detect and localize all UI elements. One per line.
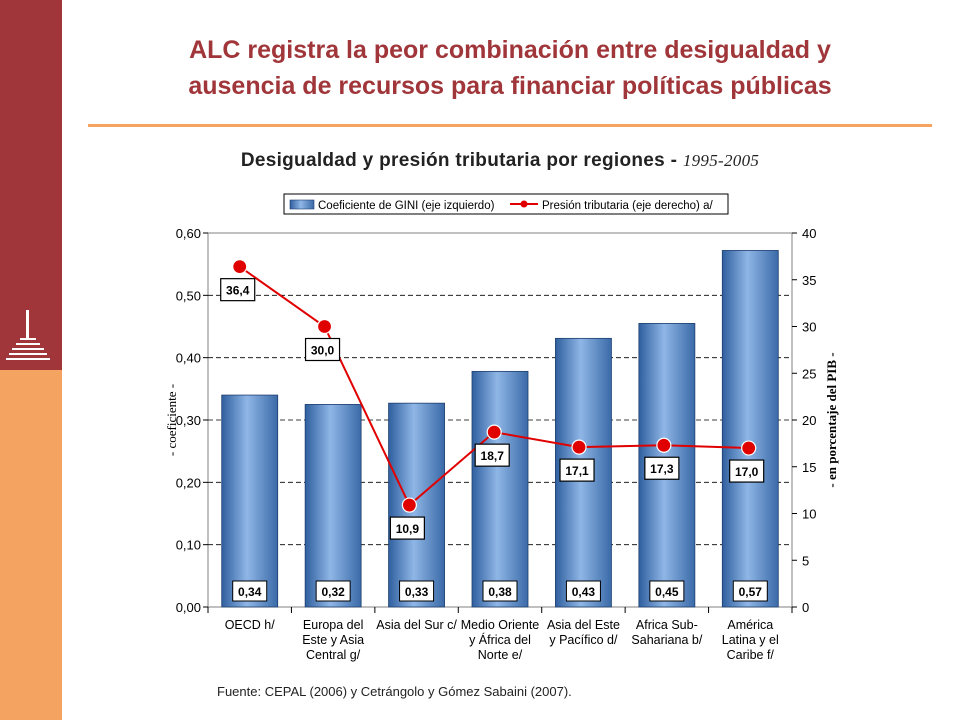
gini-label-box bbox=[482, 580, 518, 602]
gini-label-box bbox=[565, 580, 601, 602]
right-tick-label: 20 bbox=[802, 413, 816, 428]
left-tick-label: 0,40 bbox=[176, 351, 201, 366]
chart-axes: 0,00 0,10 0,20 0,30 0,40 0,50 0,60 0 5 10 15 20 25 30… bbox=[164, 226, 839, 662]
tax-label-box bbox=[559, 458, 595, 482]
right-tick-label: 10 bbox=[802, 507, 816, 522]
right-tick-label: 5 bbox=[802, 553, 809, 568]
sidebar-bottom-band bbox=[0, 370, 62, 720]
tax-label-box bbox=[304, 337, 341, 362]
right-tick-label: 25 bbox=[802, 366, 816, 381]
chart-legend: Coeficiente de GINI (eje izquierdo) Presi… bbox=[283, 193, 729, 215]
slide-title-line-1: ALC registra la peor combinación entre d… bbox=[189, 36, 831, 64]
tax-value-label: 17,0 bbox=[735, 465, 759, 479]
legend-bar-label: Coeficiente de GINI (eje izquierdo) bbox=[318, 200, 495, 212]
left-tick-label: 0,50 bbox=[176, 288, 201, 303]
tax-point bbox=[232, 259, 248, 275]
tax-label-box bbox=[644, 456, 680, 480]
gini-value-label: 0,32 bbox=[321, 585, 345, 599]
tax-value-label: 17,3 bbox=[650, 462, 674, 476]
gini-bar bbox=[221, 394, 279, 608]
gini-value-label: 0,34 bbox=[238, 585, 262, 599]
gini-value-label: 0,45 bbox=[655, 585, 679, 599]
slide-title-line-2: ausencia de recursos para financiar polí… bbox=[188, 72, 832, 100]
chart-title-years: 1995-2005 bbox=[682, 151, 760, 170]
gini-label-box bbox=[399, 580, 435, 602]
category-label: Asia del Sur c/ bbox=[376, 618, 457, 632]
tax-label-box bbox=[220, 278, 256, 302]
chart-title: Desigualdad y presión tributaria por reg… bbox=[90, 150, 910, 172]
category-label: OECD h/ bbox=[225, 618, 276, 632]
category-label: Asia del Este y Pacífico d/ bbox=[547, 618, 620, 647]
left-tick-label: 0,60 bbox=[176, 226, 201, 241]
left-axis-title: - coeficiente - bbox=[164, 384, 179, 456]
tax-label-box bbox=[729, 459, 765, 483]
tax-point bbox=[486, 424, 502, 440]
category-label: Africa Sub-Sahariana b/ bbox=[631, 618, 702, 647]
left-tick-label: 0,10 bbox=[176, 538, 201, 553]
gini-value-label: 0,33 bbox=[405, 585, 429, 599]
gini-bar bbox=[721, 250, 779, 608]
gini-bar bbox=[304, 404, 362, 608]
category-label: Medio Oriente y África del Norte e/ bbox=[461, 618, 540, 662]
right-axis-title: - en porcentaje del PIB - bbox=[824, 352, 839, 487]
gini-value-label: 0,43 bbox=[572, 585, 596, 599]
tax-value-label: 17,1 bbox=[565, 464, 589, 478]
tax-value-label: 30,0 bbox=[311, 344, 335, 358]
right-tick-label: 35 bbox=[802, 273, 816, 288]
right-tick-label: 0 bbox=[802, 600, 809, 615]
right-tick-label: 30 bbox=[802, 320, 816, 335]
tax-value-label: 10,9 bbox=[396, 522, 420, 536]
slide-title: ALC registra la peor combinación entre d… bbox=[90, 32, 930, 104]
category-label: Europa del Este y Asia Central g/ bbox=[302, 618, 364, 662]
tax-point bbox=[401, 497, 417, 513]
right-tick-label: 15 bbox=[802, 460, 816, 475]
gini-label-box bbox=[732, 580, 768, 602]
legend-box bbox=[283, 193, 729, 215]
tax-point bbox=[656, 437, 672, 453]
data-labels: 0,34 0,32 0,33 0,38 0,43 0,45 0,57 36,4 30,0 10,9… bbox=[220, 278, 768, 602]
chart-title-text: Desigualdad y presión tributaria por reg… bbox=[240, 150, 678, 171]
category-label: América Latina y el Caribe f/ bbox=[722, 618, 779, 662]
tax-label-box bbox=[474, 443, 510, 467]
left-tick-label: 0,00 bbox=[176, 600, 201, 615]
tax-point bbox=[316, 318, 333, 335]
legend-line-marker bbox=[520, 200, 528, 208]
column-logo-icon bbox=[6, 310, 50, 360]
left-tick-label: 0,30 bbox=[176, 413, 201, 428]
tax-point bbox=[571, 439, 587, 455]
gini-label-box bbox=[315, 580, 351, 602]
line-series bbox=[232, 259, 757, 513]
sidebar-top-band bbox=[0, 0, 62, 370]
gini-label-box bbox=[649, 580, 685, 602]
tax-point bbox=[741, 440, 757, 456]
source-note: Fuente: CEPAL (2006) y Cetrángolo y Góme… bbox=[217, 684, 572, 699]
legend-line-label: Presión tributaria (eje derecho) a/ bbox=[542, 200, 713, 212]
tax-value-label: 36,4 bbox=[226, 284, 250, 298]
tax-value-label: 18,7 bbox=[481, 449, 505, 463]
gini-label-box bbox=[232, 580, 268, 602]
right-tick-label: 40 bbox=[802, 226, 816, 241]
gini-value-label: 0,38 bbox=[488, 585, 512, 599]
left-tick-label: 0,20 bbox=[176, 475, 201, 490]
gini-value-label: 0,57 bbox=[739, 585, 763, 599]
gini-bar bbox=[471, 370, 529, 608]
title-divider bbox=[88, 124, 932, 127]
legend-bar-swatch bbox=[289, 199, 315, 210]
tax-label-box bbox=[389, 516, 425, 540]
